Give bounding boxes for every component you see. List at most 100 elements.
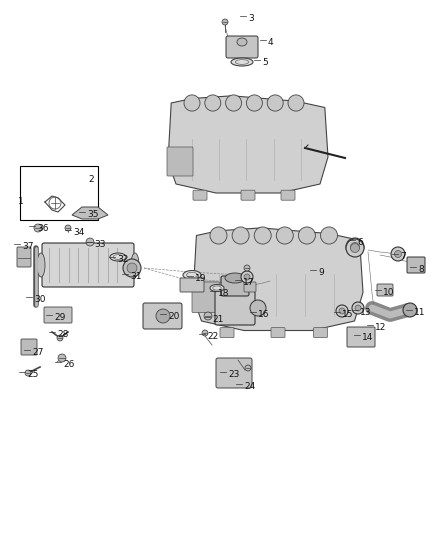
FancyBboxPatch shape xyxy=(21,339,37,355)
Text: 28: 28 xyxy=(57,330,68,339)
Ellipse shape xyxy=(321,227,338,244)
Ellipse shape xyxy=(276,227,293,244)
Ellipse shape xyxy=(184,95,200,111)
Circle shape xyxy=(202,330,208,336)
Text: 13: 13 xyxy=(360,308,371,317)
Circle shape xyxy=(403,303,417,317)
Ellipse shape xyxy=(288,95,304,111)
Circle shape xyxy=(352,302,364,314)
Ellipse shape xyxy=(210,227,227,244)
FancyBboxPatch shape xyxy=(241,190,255,200)
Text: 11: 11 xyxy=(414,308,425,317)
Circle shape xyxy=(222,19,228,25)
Ellipse shape xyxy=(205,95,221,111)
Ellipse shape xyxy=(254,227,271,244)
Text: 10: 10 xyxy=(383,288,395,297)
Text: 6: 6 xyxy=(357,238,363,247)
Text: 22: 22 xyxy=(207,332,218,341)
FancyBboxPatch shape xyxy=(42,243,134,287)
Circle shape xyxy=(156,309,170,323)
Ellipse shape xyxy=(237,38,247,46)
Circle shape xyxy=(250,300,266,316)
Text: 15: 15 xyxy=(342,310,353,319)
Polygon shape xyxy=(72,207,108,219)
Text: 20: 20 xyxy=(168,312,180,321)
Circle shape xyxy=(34,224,42,232)
FancyBboxPatch shape xyxy=(193,190,207,200)
Ellipse shape xyxy=(225,273,245,283)
Circle shape xyxy=(245,365,251,371)
Text: 7: 7 xyxy=(400,252,406,261)
Text: 17: 17 xyxy=(243,278,254,287)
Ellipse shape xyxy=(131,253,139,277)
Circle shape xyxy=(339,308,345,314)
Circle shape xyxy=(127,263,137,273)
FancyBboxPatch shape xyxy=(167,147,193,176)
FancyBboxPatch shape xyxy=(407,257,425,273)
FancyBboxPatch shape xyxy=(244,282,256,292)
Text: 5: 5 xyxy=(262,58,268,67)
Circle shape xyxy=(244,274,250,280)
Text: 33: 33 xyxy=(94,240,106,249)
Ellipse shape xyxy=(247,95,262,111)
Text: 8: 8 xyxy=(418,265,424,274)
Polygon shape xyxy=(193,228,363,330)
FancyBboxPatch shape xyxy=(17,247,31,267)
Circle shape xyxy=(346,239,364,257)
Text: 30: 30 xyxy=(34,295,46,304)
Text: 32: 32 xyxy=(117,255,128,264)
Text: 2: 2 xyxy=(88,175,94,184)
Text: 35: 35 xyxy=(87,210,99,219)
Ellipse shape xyxy=(226,95,242,111)
FancyBboxPatch shape xyxy=(347,327,375,347)
Text: 21: 21 xyxy=(212,315,223,324)
Text: 19: 19 xyxy=(195,274,206,283)
Ellipse shape xyxy=(232,227,249,244)
FancyBboxPatch shape xyxy=(377,284,393,296)
FancyBboxPatch shape xyxy=(180,278,204,292)
Text: 34: 34 xyxy=(73,228,85,237)
Circle shape xyxy=(350,244,360,253)
FancyBboxPatch shape xyxy=(281,190,295,200)
Text: 27: 27 xyxy=(32,348,43,357)
Bar xyxy=(20,166,98,220)
Circle shape xyxy=(123,259,141,277)
Circle shape xyxy=(25,370,31,376)
Circle shape xyxy=(86,238,94,246)
FancyBboxPatch shape xyxy=(143,303,182,329)
Ellipse shape xyxy=(231,58,253,66)
Ellipse shape xyxy=(37,253,45,277)
Text: 3: 3 xyxy=(248,14,254,23)
Ellipse shape xyxy=(110,253,126,261)
Ellipse shape xyxy=(298,227,315,244)
Circle shape xyxy=(355,305,361,311)
FancyBboxPatch shape xyxy=(220,328,234,337)
Text: 31: 31 xyxy=(130,272,141,281)
Text: 29: 29 xyxy=(54,313,65,322)
Text: 16: 16 xyxy=(258,310,269,319)
Text: 23: 23 xyxy=(228,370,240,379)
FancyBboxPatch shape xyxy=(226,36,258,58)
FancyBboxPatch shape xyxy=(44,307,72,323)
FancyBboxPatch shape xyxy=(314,328,328,337)
Text: 4: 4 xyxy=(268,38,274,47)
Ellipse shape xyxy=(183,271,201,279)
Circle shape xyxy=(244,265,250,271)
Text: 14: 14 xyxy=(362,333,373,342)
Circle shape xyxy=(204,312,212,320)
FancyBboxPatch shape xyxy=(271,328,285,337)
FancyBboxPatch shape xyxy=(221,276,249,296)
Text: 37: 37 xyxy=(22,242,33,251)
Circle shape xyxy=(57,335,63,341)
Polygon shape xyxy=(168,96,328,193)
Circle shape xyxy=(65,225,71,231)
Circle shape xyxy=(350,243,360,252)
Text: 26: 26 xyxy=(63,360,74,369)
Circle shape xyxy=(391,247,405,261)
FancyBboxPatch shape xyxy=(215,291,255,325)
Circle shape xyxy=(58,354,66,362)
Text: 18: 18 xyxy=(218,289,230,298)
Ellipse shape xyxy=(267,95,283,111)
Text: 36: 36 xyxy=(37,224,49,233)
Text: 9: 9 xyxy=(318,268,324,277)
